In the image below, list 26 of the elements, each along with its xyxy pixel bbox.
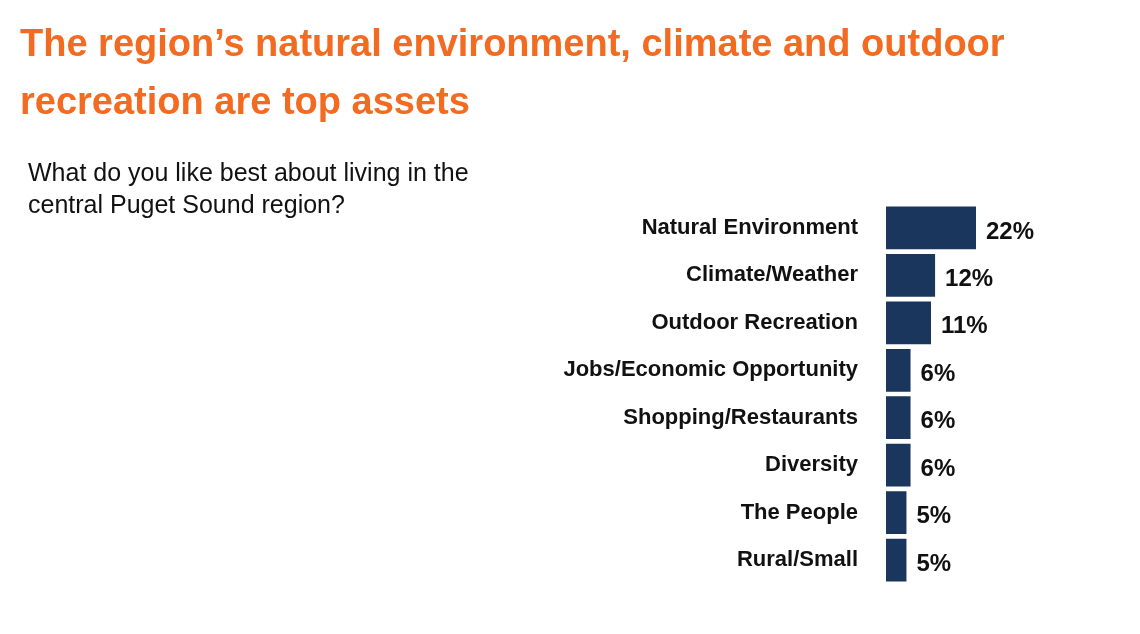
y-tick-label: Jobs/Economic Opportunity: [563, 356, 859, 382]
data-label: 6%: [920, 406, 956, 434]
bar: [886, 491, 907, 534]
data-label: 5%: [916, 548, 952, 576]
data-label: 22%: [986, 216, 1035, 244]
y-tick-label: The People: [740, 498, 858, 524]
data-label: 5%: [916, 501, 952, 529]
data-label: 6%: [920, 453, 956, 481]
bar: [886, 254, 936, 297]
y-tick-label: Rural/Small: [736, 546, 858, 572]
bar: [886, 348, 911, 392]
bar: [886, 538, 907, 582]
data-label: 12%: [945, 264, 994, 291]
bar: [886, 443, 911, 487]
text: The region’s natural environment, climate and outdoor recreation are top assets: [20, 21, 1006, 124]
y-tick-label: Shopping/Restaurants: [623, 403, 858, 429]
data-label: 11%: [941, 311, 988, 339]
y-tick-label: Diversity: [765, 451, 859, 477]
bar: [886, 301, 931, 345]
text: What do you like best about living in the central Puget Sound region?: [28, 157, 470, 220]
bar: [886, 206, 976, 250]
y-tick-label: Natural Environment: [641, 213, 859, 239]
data-label: 6%: [920, 358, 956, 386]
bar: [886, 396, 911, 440]
y-tick-label: Outdoor Recreation: [651, 308, 858, 334]
y-tick-label: Climate/Weather: [686, 261, 859, 287]
